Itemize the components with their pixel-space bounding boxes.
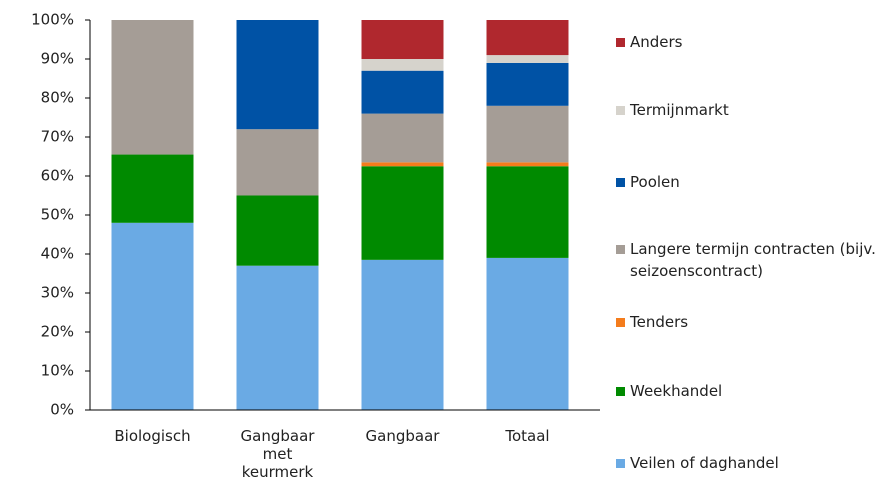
legend-item: Langere termijn contracten (bijv. seizoe… [616, 238, 886, 282]
bar-segment [361, 70, 444, 114]
y-tick-label: 70% [41, 128, 74, 146]
bar-segment [236, 20, 319, 130]
bar-segment [486, 257, 569, 410]
x-tick-label: Gangbaar met keurmerk [240, 427, 315, 481]
bar-segment [486, 162, 569, 167]
legend-swatch [616, 318, 625, 327]
legend-label: Tenders [630, 313, 689, 331]
bar-segment [236, 195, 319, 266]
y-tick-label: 60% [41, 167, 74, 185]
legend-swatch [616, 106, 625, 115]
legend-item: Poolen [616, 171, 886, 193]
x-tick-label: Gangbaar [365, 427, 440, 445]
bar-segment [361, 162, 444, 167]
legend-label: Veilen of daghandel [630, 454, 779, 472]
legend-swatch [616, 38, 625, 47]
y-tick-label: 20% [41, 323, 74, 341]
bar-segment [486, 62, 569, 106]
bar-segment [361, 166, 444, 260]
y-tick-label: 90% [41, 50, 74, 68]
bar-segment [486, 166, 569, 258]
y-tick-label: 40% [41, 245, 74, 263]
y-tick-label: 50% [41, 206, 74, 224]
legend-label: Weekhandel [630, 382, 723, 400]
y-tick-label: 30% [41, 284, 74, 302]
bar-segment [236, 129, 319, 196]
bar-segment [486, 20, 569, 56]
legend-item: Tenders [616, 311, 886, 333]
legend-swatch [616, 459, 625, 468]
legend-swatch [616, 245, 625, 254]
legend-item: Anders [616, 31, 886, 53]
legend-label: Anders [630, 33, 683, 51]
legend-item: Weekhandel [616, 380, 886, 402]
bar-segment [111, 222, 194, 410]
legend-item: Termijnmarkt [616, 99, 886, 121]
legend-label: Poolen [630, 173, 680, 191]
legend-swatch [616, 178, 625, 187]
bar-segment [361, 113, 444, 163]
x-tick-label: Biologisch [114, 427, 191, 445]
bar-segment [111, 20, 194, 155]
bar-segment [486, 55, 569, 63]
bar-segment [486, 105, 569, 163]
legend-label: Langere termijn contracten (bijv. seizoe… [630, 240, 876, 280]
x-tick-label: Totaal [505, 427, 550, 445]
bar-segment [111, 154, 194, 223]
legend-label: Termijnmarkt [630, 101, 729, 119]
y-tick-label: 80% [41, 89, 74, 107]
bar-segment [236, 265, 319, 410]
y-tick-label: 100% [31, 11, 74, 29]
bar-segment [361, 59, 444, 71]
legend-swatch [616, 387, 625, 396]
bar-segment [361, 259, 444, 410]
y-tick-label: 10% [41, 362, 74, 380]
legend-item: Veilen of daghandel [616, 452, 886, 474]
bar-segment [361, 20, 444, 59]
y-tick-label: 0% [50, 401, 74, 419]
